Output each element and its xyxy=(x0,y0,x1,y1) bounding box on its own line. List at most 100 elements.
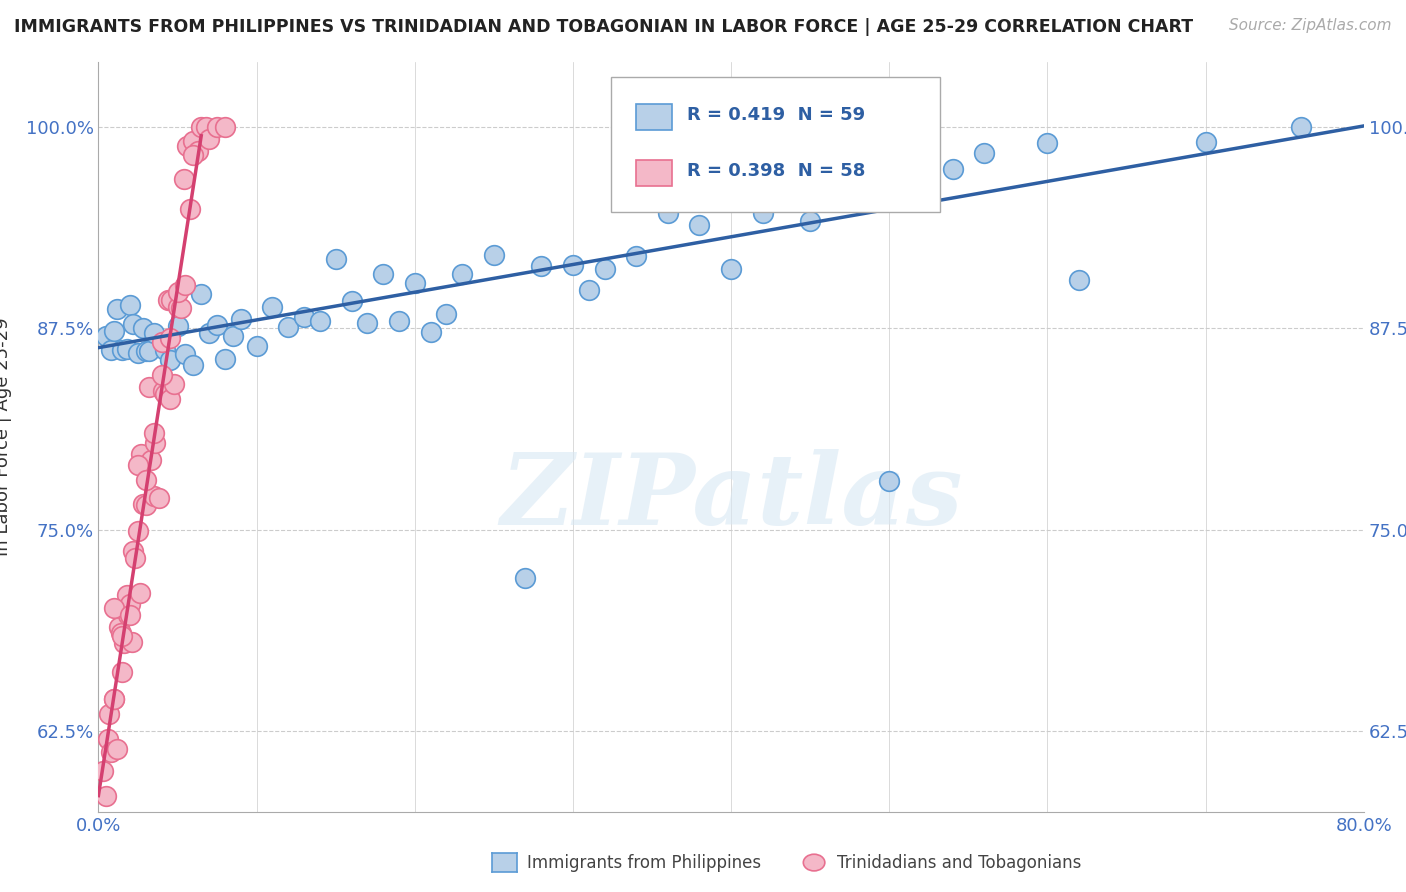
Point xyxy=(482,248,505,262)
Point xyxy=(120,298,141,312)
Point xyxy=(515,571,537,585)
Point xyxy=(657,206,679,220)
Point xyxy=(198,132,221,146)
Point xyxy=(163,377,186,392)
Point xyxy=(110,625,132,640)
Point xyxy=(578,283,600,297)
Point xyxy=(229,312,252,326)
Point xyxy=(120,597,141,611)
Point xyxy=(720,262,742,277)
Point xyxy=(877,475,900,489)
Point xyxy=(277,320,299,334)
Point xyxy=(593,261,616,276)
Y-axis label: In Labor Force | Age 25-29: In Labor Force | Age 25-29 xyxy=(0,318,11,557)
Point xyxy=(115,343,138,357)
Point xyxy=(142,489,165,503)
Point xyxy=(142,425,165,440)
Point xyxy=(96,328,118,343)
Point xyxy=(174,347,197,361)
Text: R = 0.419  N = 59: R = 0.419 N = 59 xyxy=(686,106,865,124)
Point xyxy=(183,358,205,372)
Point xyxy=(309,314,332,328)
Text: IMMIGRANTS FROM PHILIPPINES VS TRINIDADIAN AND TOBAGONIAN IN LABOR FORCE | AGE 2: IMMIGRANTS FROM PHILIPPINES VS TRINIDADI… xyxy=(14,18,1194,36)
Point xyxy=(132,497,155,511)
Point xyxy=(91,764,114,779)
Point xyxy=(115,588,138,602)
Point xyxy=(388,313,411,327)
Ellipse shape xyxy=(803,855,825,871)
Point xyxy=(561,258,585,272)
Text: Trinidadians and Tobagonians: Trinidadians and Tobagonians xyxy=(837,854,1081,871)
Point xyxy=(97,732,120,747)
Point xyxy=(973,145,995,160)
Point xyxy=(112,636,135,650)
Point xyxy=(122,544,145,558)
Point xyxy=(942,162,965,177)
Point xyxy=(127,346,149,360)
Point xyxy=(169,301,191,315)
Point xyxy=(187,144,209,158)
Point xyxy=(174,278,197,293)
Point xyxy=(135,344,157,359)
Point xyxy=(108,619,131,633)
Point xyxy=(142,326,165,340)
Point xyxy=(127,458,149,472)
Point xyxy=(166,300,188,314)
Point xyxy=(159,353,181,368)
Point xyxy=(132,320,155,334)
Text: Source: ZipAtlas.com: Source: ZipAtlas.com xyxy=(1229,18,1392,33)
Bar xyxy=(636,160,672,186)
Text: ZIPatlas: ZIPatlas xyxy=(501,449,962,545)
Point xyxy=(128,586,150,600)
Point xyxy=(103,691,125,706)
Point xyxy=(751,206,773,220)
Point xyxy=(129,447,152,461)
Point xyxy=(166,285,188,300)
Point xyxy=(153,386,176,401)
Point xyxy=(111,629,134,643)
Point xyxy=(356,316,378,330)
Point xyxy=(160,293,183,308)
Point xyxy=(214,120,236,134)
Point xyxy=(121,635,143,649)
Point xyxy=(1067,273,1090,287)
FancyBboxPatch shape xyxy=(610,78,941,212)
Point xyxy=(205,318,228,332)
Point xyxy=(451,267,474,281)
Point xyxy=(404,276,426,290)
Point xyxy=(1036,136,1059,150)
Point xyxy=(688,218,710,232)
Point xyxy=(150,368,173,382)
Point xyxy=(120,608,141,623)
Point xyxy=(150,335,173,350)
Point xyxy=(150,372,173,386)
Point xyxy=(138,380,160,394)
Point xyxy=(111,343,134,358)
Point xyxy=(166,319,188,334)
Point xyxy=(214,352,236,367)
Point xyxy=(173,172,195,186)
Point xyxy=(530,260,553,274)
Point xyxy=(100,745,122,759)
Point xyxy=(135,498,157,512)
Point xyxy=(371,267,394,281)
Point xyxy=(183,148,205,162)
Point xyxy=(96,789,118,803)
Point xyxy=(194,120,218,134)
Bar xyxy=(636,103,672,130)
Point xyxy=(190,287,212,301)
Point xyxy=(107,741,129,756)
Point xyxy=(183,134,205,148)
Point xyxy=(124,550,146,565)
Point xyxy=(176,139,198,153)
Point xyxy=(111,665,134,679)
Point xyxy=(157,293,180,307)
Point xyxy=(100,343,122,358)
Point xyxy=(198,326,221,341)
Point xyxy=(419,326,441,340)
Point xyxy=(1289,120,1312,134)
Point xyxy=(107,301,129,316)
Point xyxy=(138,343,160,358)
Point xyxy=(148,491,170,505)
Point xyxy=(222,329,245,343)
